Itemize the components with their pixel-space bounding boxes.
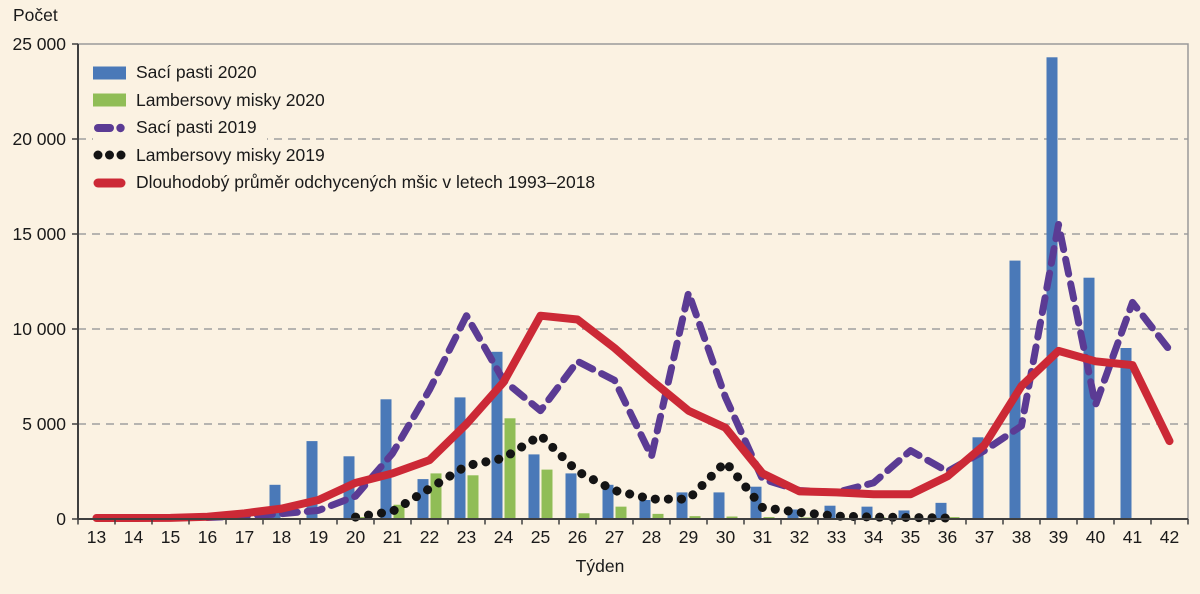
chart-legend: Sací pasti 2020 Lambersovy misky 2020 Sa… — [93, 59, 606, 197]
legend-label: Lambersovy misky 2019 — [136, 144, 325, 165]
legend-swatch-red-line — [93, 176, 126, 190]
x-tick-label: 24 — [494, 527, 514, 547]
x-tick-label: 35 — [901, 527, 920, 547]
x-tick-label: 15 — [161, 527, 180, 547]
y-tick-label: 20 000 — [12, 129, 66, 149]
bars-lambersovy-misky-2020 — [356, 418, 960, 519]
x-tick-label: 25 — [531, 527, 550, 547]
legend-label: Sací pasti 2020 — [136, 62, 257, 82]
y-tick-label: 5 000 — [22, 414, 66, 434]
legend-swatch-blue-bar — [93, 66, 126, 80]
line-lambersovy-misky-2019 — [351, 430, 952, 523]
legend-swatch-green-bar — [93, 93, 126, 107]
y-axis-labels: 0 5 000 10 000 15 000 20 000 25 000 — [12, 34, 66, 529]
x-tick-label: 32 — [790, 527, 809, 547]
legend-item-saci-pasti-2019: Sací pasti 2019 — [93, 114, 267, 142]
x-tick-label: 26 — [568, 527, 587, 547]
x-tick-label: 42 — [1160, 527, 1179, 547]
x-axis-labels: 13 14 15 16 17 18 19 20 21 22 23 24 25 26 27 28 29 30 31 32… — [87, 527, 1179, 547]
y-tick-label: 25 000 — [12, 34, 66, 54]
x-tick-label: 39 — [1049, 527, 1068, 547]
x-tick-label: 31 — [753, 527, 772, 547]
y-tick-label: 0 — [56, 509, 66, 529]
x-tick-label: 28 — [642, 527, 661, 547]
x-tick-label: 17 — [235, 527, 254, 547]
legend-item-lambersovy-misky-2019: Lambersovy misky 2019 — [93, 141, 335, 169]
x-tick-label: 14 — [124, 527, 144, 547]
legend-label: Sací pasti 2019 — [136, 117, 257, 137]
axis-ticks — [72, 43, 1189, 525]
legend-swatch-purple-dashed-line — [93, 121, 126, 135]
legend-item-saci-pasti-2020: Sací pasti 2020 — [93, 59, 267, 87]
legend-label: Dlouhodobý průměr odchycených mšic v let… — [136, 172, 596, 192]
y-axis-title: Počet — [13, 5, 58, 25]
legend-item-dlouhodoby-prumer: Dlouhodobý průměr odchycených mšic v let… — [93, 169, 606, 197]
line-dlouhodoby-prumer — [92, 311, 1174, 522]
x-tick-label: 23 — [457, 527, 476, 547]
x-tick-label: 21 — [383, 527, 402, 547]
x-tick-label: 18 — [272, 527, 291, 547]
x-tick-label: 22 — [420, 527, 439, 547]
legend-item-lambersovy-misky-2020: Lambersovy misky 2020 — [93, 86, 335, 114]
x-tick-label: 38 — [1012, 527, 1031, 547]
line-saci-pasti-2019 — [204, 221, 1173, 521]
x-tick-label: 27 — [605, 527, 624, 547]
y-tick-label: 10 000 — [12, 319, 66, 339]
y-tick-label: 15 000 — [12, 224, 66, 244]
x-tick-label: 29 — [679, 527, 698, 547]
x-tick-label: 19 — [309, 527, 328, 547]
x-tick-label: 13 — [87, 527, 106, 547]
x-tick-label: 36 — [938, 527, 957, 547]
x-tick-label: 20 — [346, 527, 366, 547]
x-tick-label: 30 — [716, 527, 736, 547]
x-tick-label: 16 — [198, 527, 217, 547]
x-tick-label: 40 — [1086, 527, 1106, 547]
x-axis-title: Týden — [575, 556, 625, 576]
x-tick-label: 41 — [1123, 527, 1142, 547]
x-tick-label: 37 — [975, 527, 994, 547]
legend-label: Lambersovy misky 2020 — [136, 89, 325, 110]
x-tick-label: 34 — [864, 527, 884, 547]
legend-swatch-black-dotted-line — [93, 148, 126, 162]
x-tick-label: 33 — [827, 527, 846, 547]
